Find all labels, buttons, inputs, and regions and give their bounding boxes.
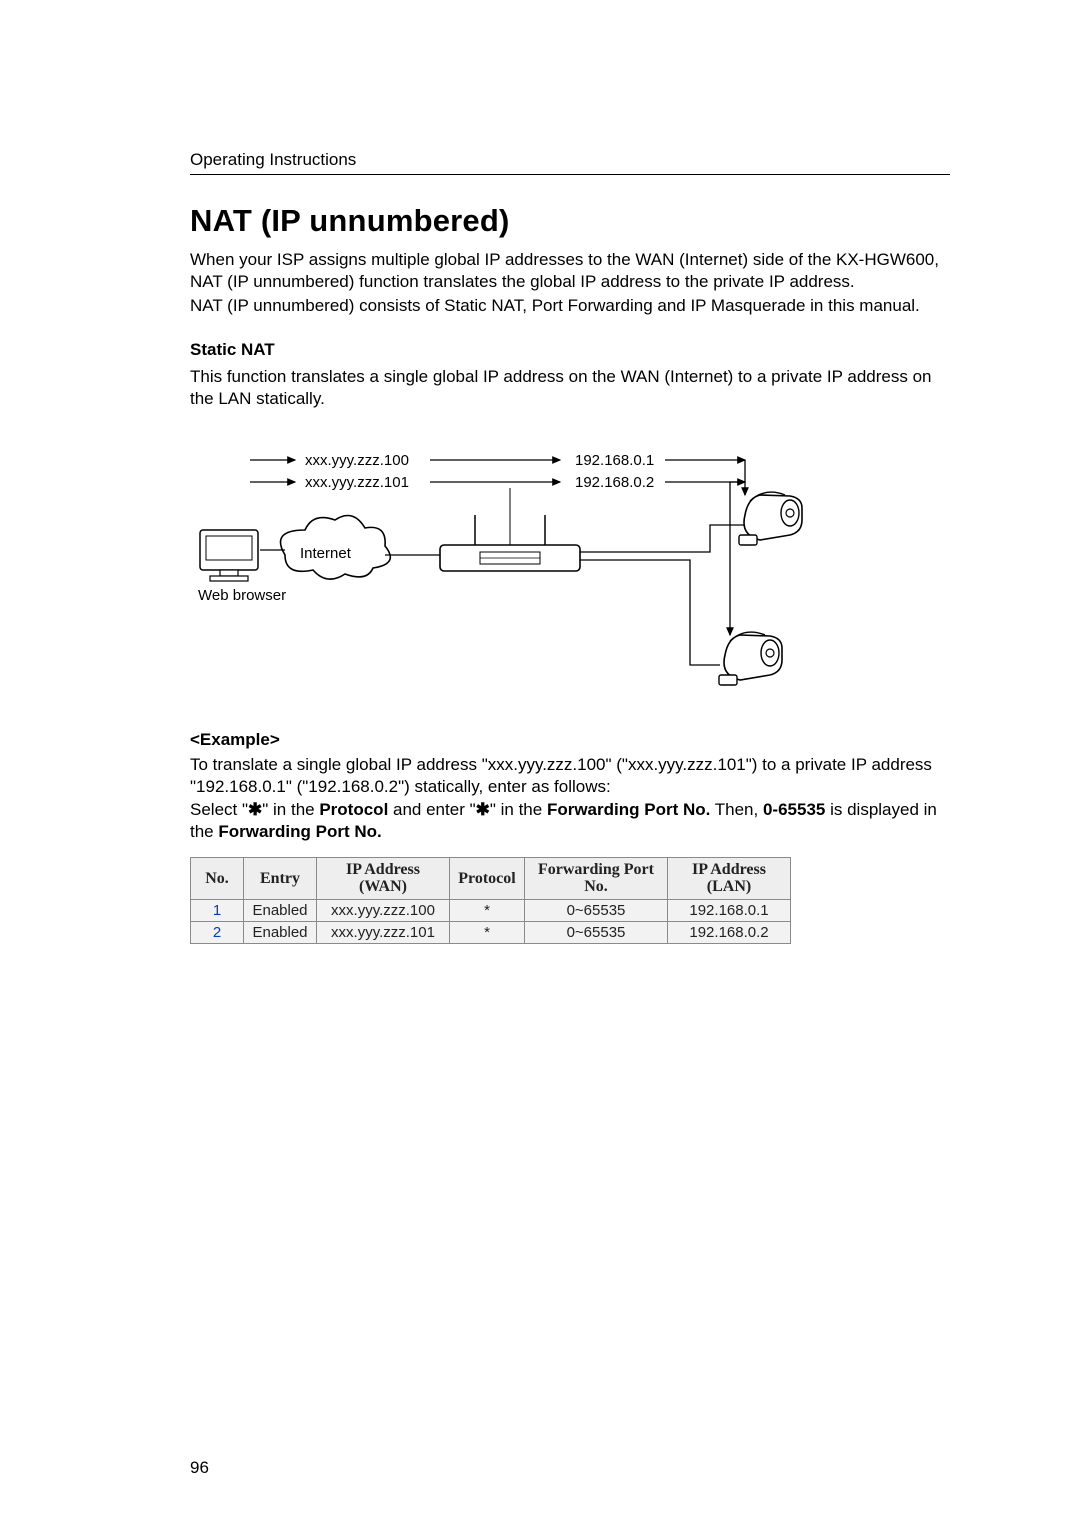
cell-ip-wan: xxx.yyy.zzz.101 [317, 921, 450, 943]
cell-entry: Enabled [244, 921, 317, 943]
diagram-lan-ip-1: 192.168.0.1 [575, 452, 654, 469]
static-nat-heading: Static NAT [190, 340, 950, 360]
star-symbol: ✱ [476, 800, 490, 819]
col-fwd-line1: Forwarding Port [538, 861, 654, 878]
page-title: NAT (IP unnumbered) [190, 203, 950, 239]
protocol-bold: Protocol [319, 800, 388, 819]
cell-ip-lan: 192.168.0.2 [668, 921, 791, 943]
running-header: Operating Instructions [190, 150, 950, 170]
cell-fwd: 0~65535 [525, 921, 668, 943]
diagram-internet-label: Internet [300, 545, 352, 562]
col-ip-lan: IP Address (LAN) [668, 857, 791, 899]
col-ip-lan-line1: IP Address [692, 861, 766, 878]
camera-icon-1 [739, 492, 802, 545]
cell-no: 1 [191, 899, 244, 921]
col-fwd-line2: No. [584, 878, 608, 895]
col-protocol: Protocol [450, 857, 525, 899]
col-ip-wan: IP Address (WAN) [317, 857, 450, 899]
col-entry: Entry [244, 857, 317, 899]
web-browser-icon [200, 530, 258, 581]
col-ip-lan-line2: (LAN) [707, 878, 751, 895]
col-ip-wan-line1: IP Address [346, 861, 420, 878]
diagram-lan-ip-2: 192.168.0.2 [575, 474, 654, 491]
example-text: " in the [490, 800, 547, 819]
example-text: Select " [190, 800, 248, 819]
example-text: Then, [710, 800, 763, 819]
table-header-row: No. Entry IP Address (WAN) Protocol Forw… [191, 857, 791, 899]
example-text: " in the [262, 800, 319, 819]
example-heading: <Example> [190, 730, 950, 750]
example-text: and enter " [388, 800, 475, 819]
diagram-web-browser-label: Web browser [198, 587, 286, 604]
document-page: Operating Instructions NAT (IP unnumbere… [0, 0, 1080, 1528]
nat-diagram: xxx.yyy.zzz.100 192.168.0.1 xxx.yyy.zzz.… [190, 440, 830, 700]
static-nat-paragraph: This function translates a single global… [190, 366, 950, 410]
intro-paragraph-2: NAT (IP unnumbered) consists of Static N… [190, 295, 950, 317]
nat-config-table: No. Entry IP Address (WAN) Protocol Forw… [190, 857, 950, 944]
camera-icon-2 [719, 632, 782, 685]
intro-paragraph-1: When your ISP assigns multiple global IP… [190, 249, 950, 293]
cell-ip-wan: xxx.yyy.zzz.100 [317, 899, 450, 921]
example-line-1: To translate a single global IP address … [190, 754, 950, 798]
star-symbol: ✱ [248, 800, 262, 819]
table-row: 1 Enabled xxx.yyy.zzz.100 * 0~65535 192.… [191, 899, 791, 921]
cell-protocol: * [450, 921, 525, 943]
cell-fwd: 0~65535 [525, 899, 668, 921]
range-bold: 0-65535 [763, 800, 825, 819]
col-ip-wan-line2: (WAN) [359, 878, 407, 895]
fwd-port-bold: Forwarding Port No. [547, 800, 710, 819]
col-no: No. [191, 857, 244, 899]
diagram-wan-ip-1: xxx.yyy.zzz.100 [305, 452, 409, 469]
page-number: 96 [190, 1458, 209, 1478]
cell-entry: Enabled [244, 899, 317, 921]
header-rule [190, 174, 950, 175]
diagram-wan-ip-2: xxx.yyy.zzz.101 [305, 474, 409, 491]
example-line-2: Select "✱" in the Protocol and enter "✱"… [190, 799, 950, 843]
cell-ip-lan: 192.168.0.1 [668, 899, 791, 921]
col-fwd: Forwarding Port No. [525, 857, 668, 899]
fwd-port-bold-2: Forwarding Port No. [218, 822, 381, 841]
cell-no: 2 [191, 921, 244, 943]
internet-cloud-icon: Internet [281, 515, 391, 579]
table-row: 2 Enabled xxx.yyy.zzz.101 * 0~65535 192.… [191, 921, 791, 943]
cell-protocol: * [450, 899, 525, 921]
